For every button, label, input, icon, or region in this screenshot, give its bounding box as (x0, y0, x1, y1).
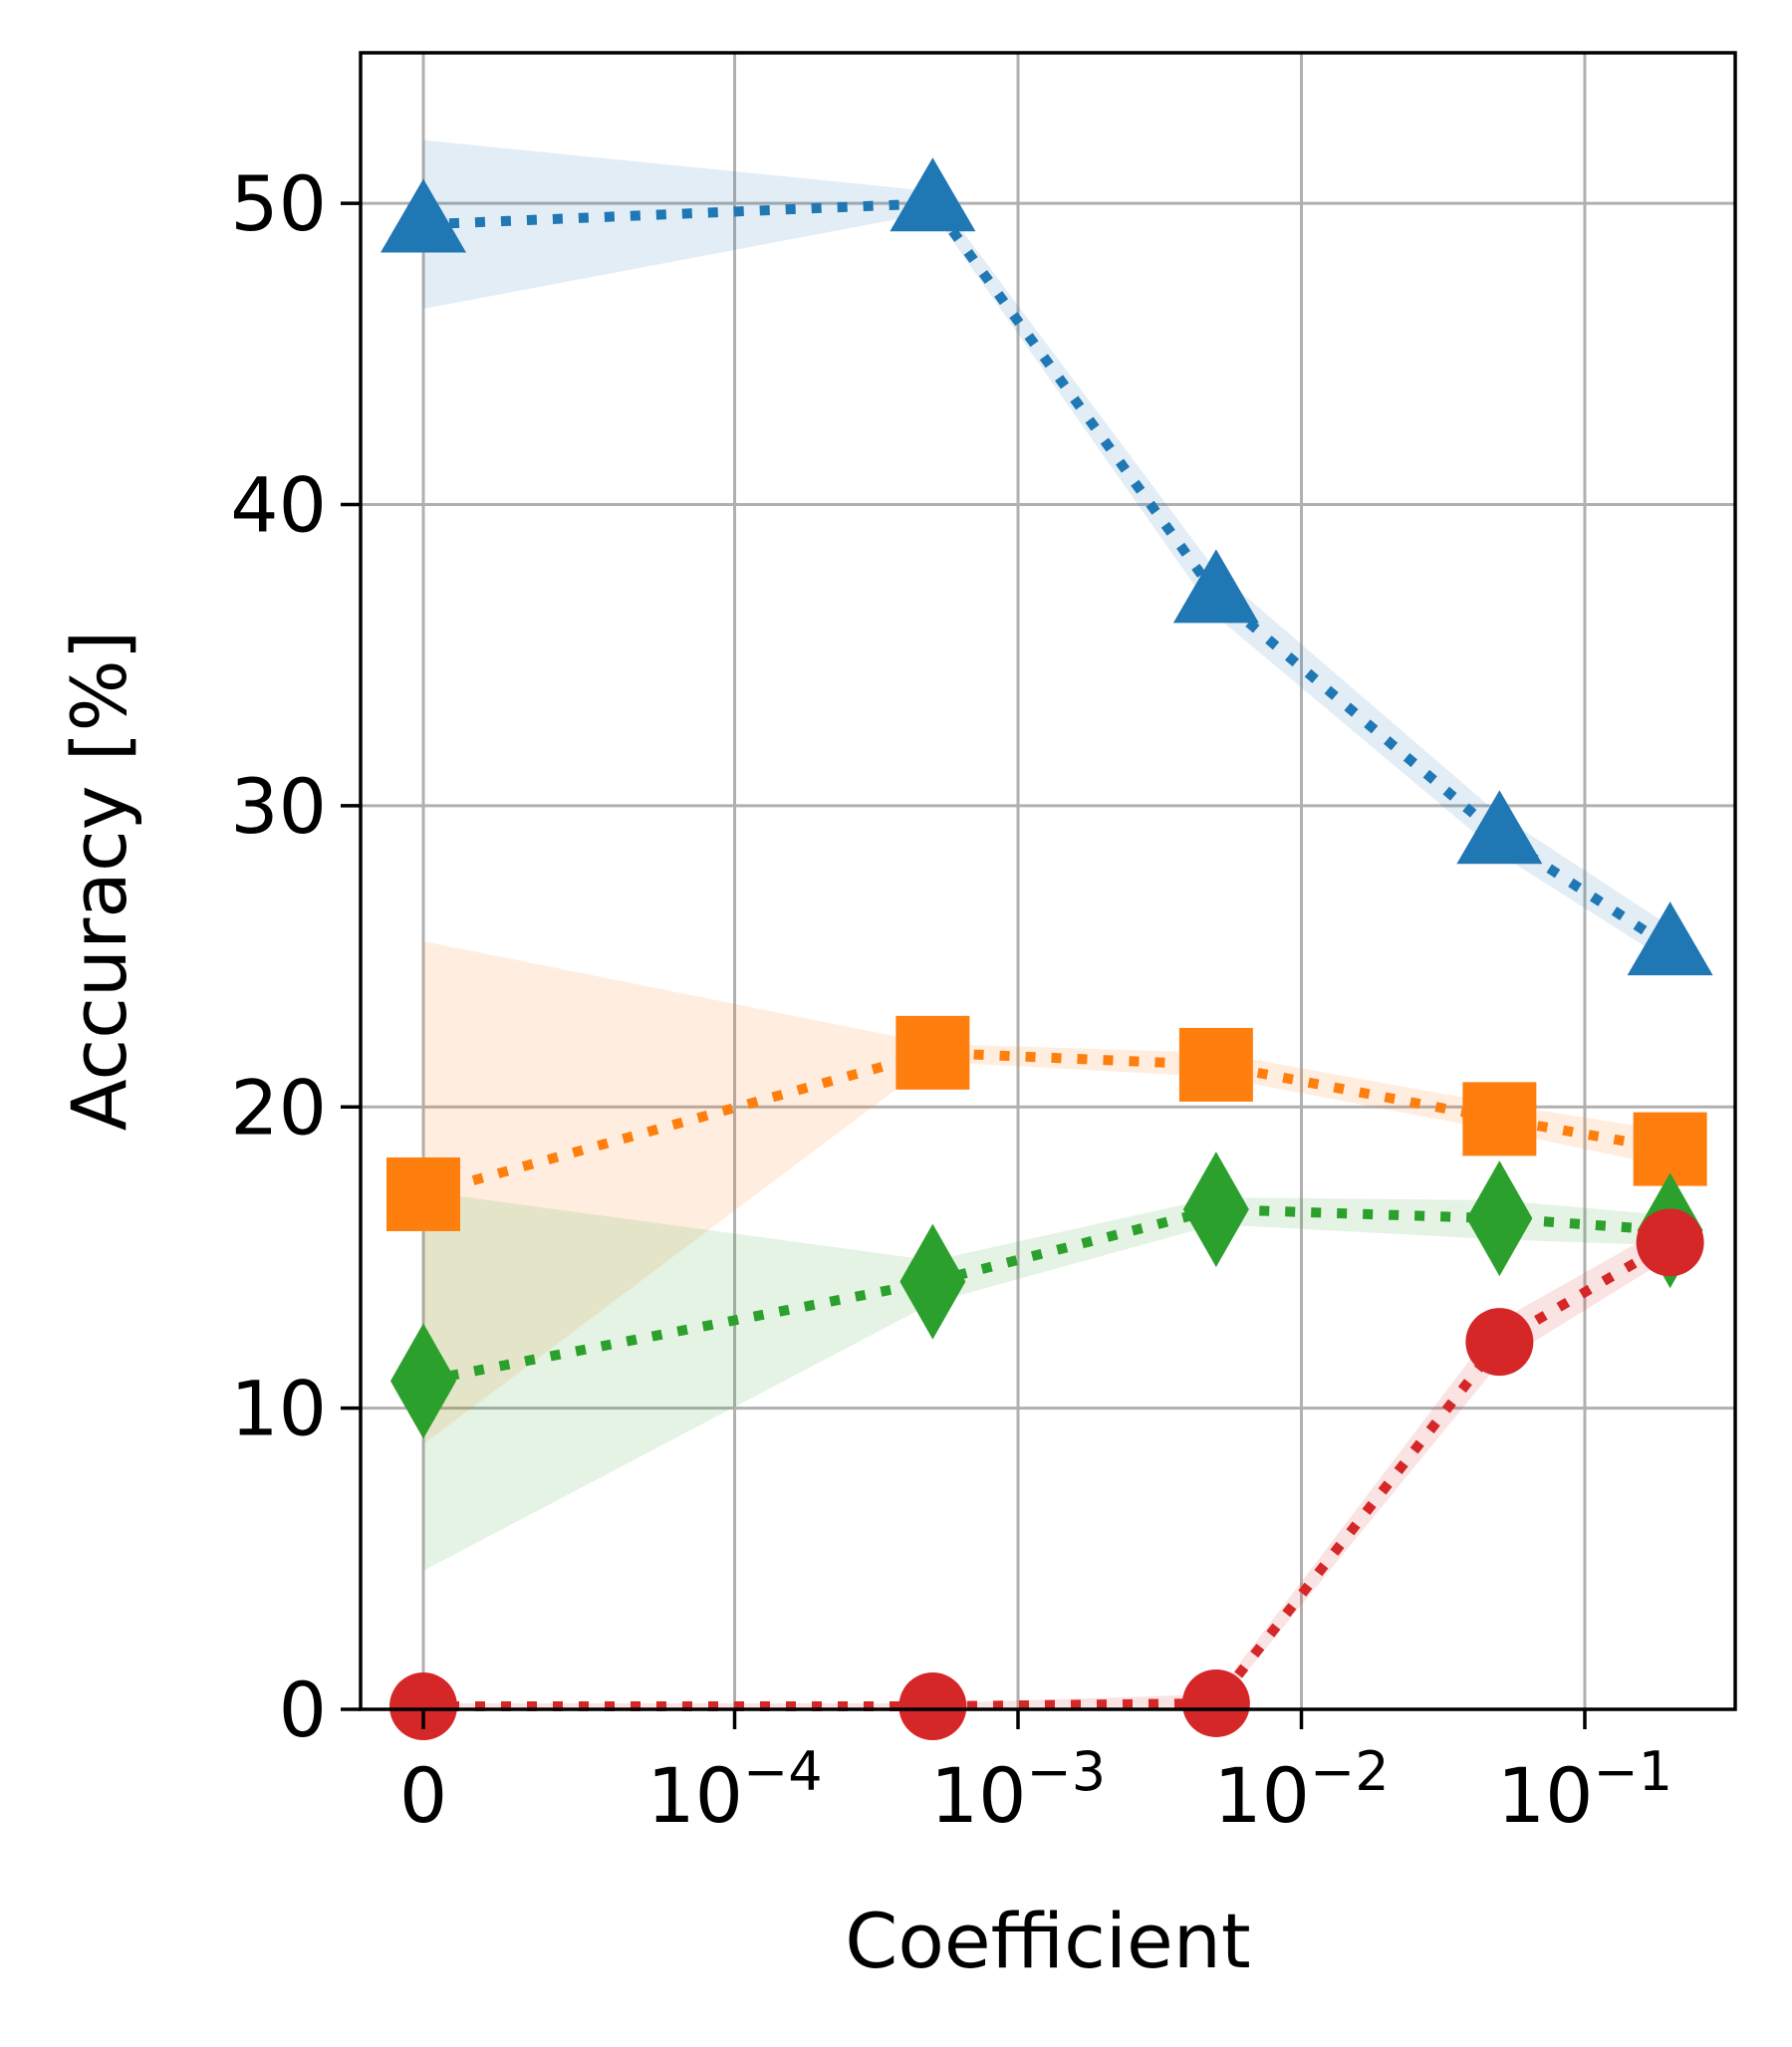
data-point-circle (1465, 1308, 1534, 1377)
data-point-triangle (890, 157, 976, 232)
data-point-triangle (381, 178, 466, 253)
y-tick-label: 20 (230, 1063, 327, 1151)
y-tick-label: 30 (230, 762, 327, 851)
x-tick-label: 0 (399, 1751, 447, 1840)
data-point-square (896, 1015, 970, 1090)
series-markers (381, 157, 1713, 1740)
y-tick-label: 10 (230, 1365, 327, 1453)
confidence-band-2 (423, 940, 1670, 1444)
x-tick-label: 10−3 (930, 1740, 1106, 1840)
data-point-diamond (1466, 1160, 1533, 1277)
data-point-diamond (390, 1323, 456, 1439)
confidence-band-1 (423, 139, 1670, 963)
x-tick-label: 10−4 (646, 1740, 822, 1840)
y-tick-label: 40 (230, 461, 327, 550)
data-point-square (386, 1156, 460, 1231)
plot-frame (359, 51, 1737, 1711)
x-tick-label: 10−2 (1213, 1740, 1389, 1840)
data-point-square (1462, 1082, 1537, 1156)
x-axis-label: Coefficient (845, 1897, 1250, 1985)
data-point-circle (1636, 1208, 1704, 1277)
confidence-band-3 (423, 1190, 1670, 1571)
y-tick-label: 0 (279, 1665, 327, 1754)
grid (361, 53, 1735, 1711)
data-point-triangle (1456, 790, 1543, 865)
data-point-triangle (1627, 901, 1713, 976)
x-tick-label: 10−1 (1497, 1740, 1672, 1840)
y-axis-label: Accuracy [%] (55, 631, 143, 1132)
data-point-diamond (899, 1223, 966, 1340)
data-point-circle (898, 1671, 967, 1740)
axis-ticks: 0 10 20 30 40 50 0 10−4 10−3 10−2 10−1 (230, 159, 1672, 1840)
y-tick-label: 50 (230, 159, 327, 248)
data-point-square (1178, 1027, 1253, 1102)
confidence-bands (423, 139, 1670, 1709)
data-point-circle (1181, 1668, 1250, 1737)
data-point-diamond (1182, 1151, 1249, 1268)
data-point-triangle (1172, 549, 1259, 624)
series-line-4 (423, 1238, 1673, 1711)
data-point-circle (389, 1671, 457, 1740)
